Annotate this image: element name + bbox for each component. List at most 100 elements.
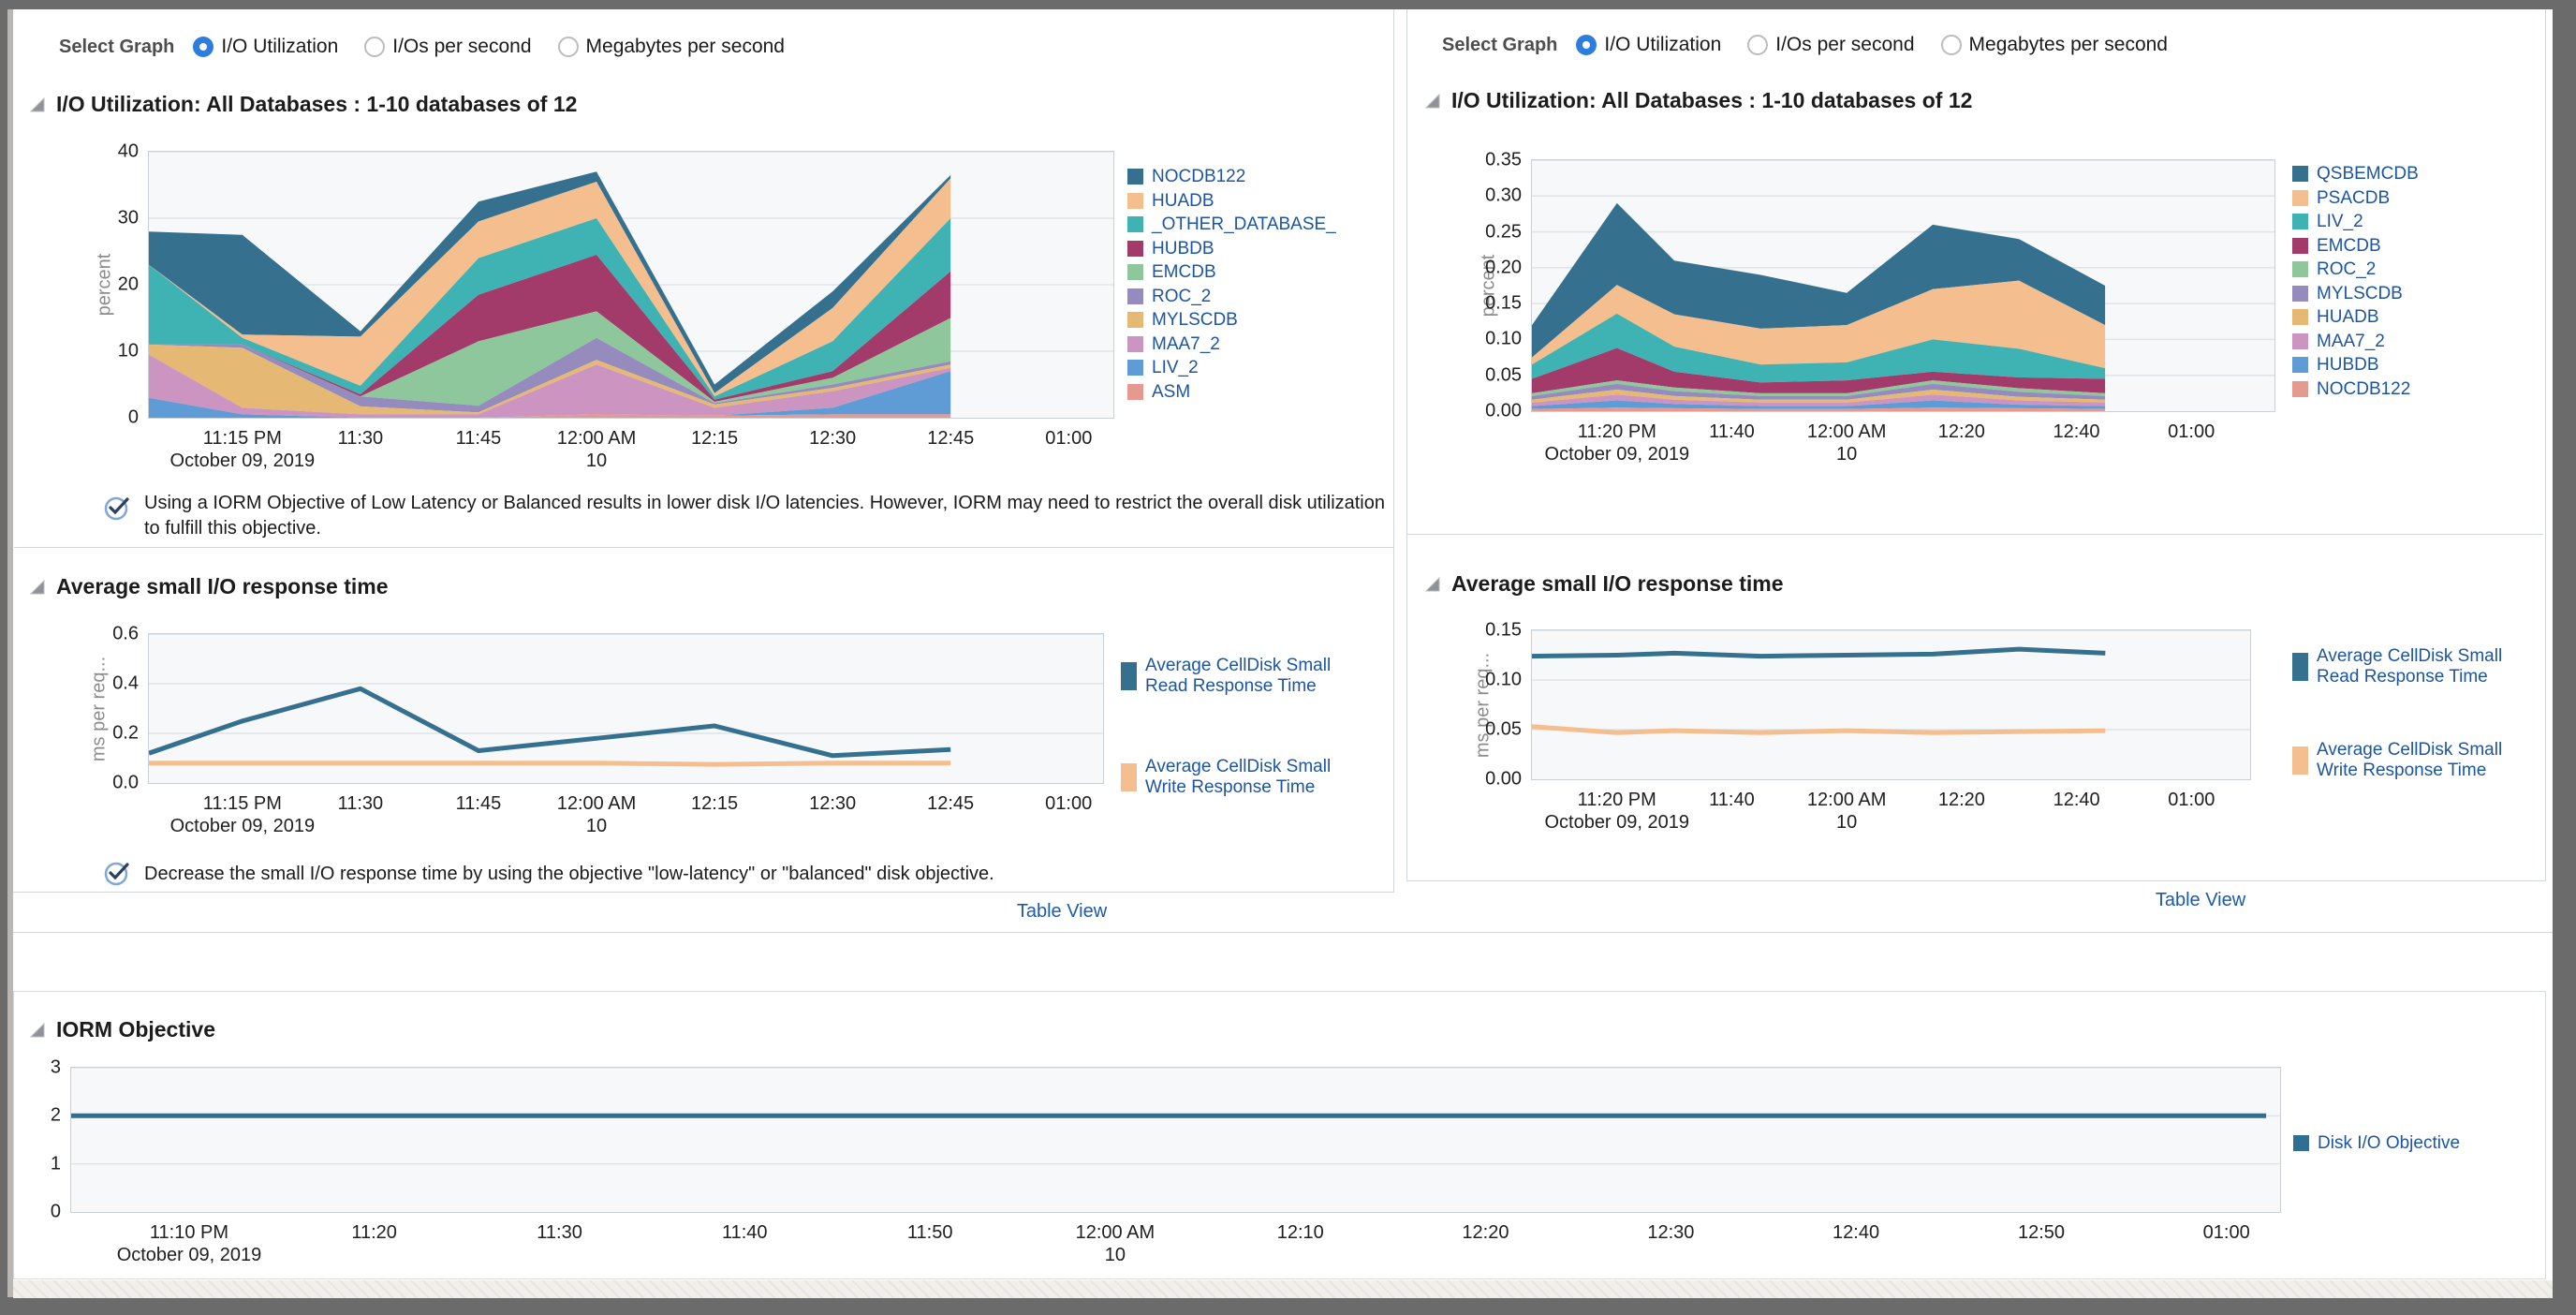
- legend-swatch: [1121, 763, 1137, 791]
- legend-label: MYLSCDB: [2317, 283, 2403, 303]
- left-panel-divider: [14, 547, 1393, 548]
- radio-megabytes-per-second[interactable]: Megabytes per second: [1940, 34, 2168, 56]
- table-view-link-left[interactable]: Table View: [1016, 901, 1108, 922]
- x-tick-label: 12:00 AM: [1806, 790, 1887, 810]
- radio-io-utilization[interactable]: I/O Utilization: [1576, 34, 1721, 56]
- left-chart-panel: [13, 9, 1394, 893]
- legend-item: Average CellDisk Small Write Response Ti…: [2292, 740, 2513, 781]
- x-tick-label: 12:20: [1937, 790, 1985, 810]
- y-tick-label: 0.00: [1485, 768, 1522, 790]
- legend-item: EMCDB: [2292, 234, 2419, 259]
- y-tick-label: 0.30: [1485, 185, 1522, 206]
- legend-item: EMCDB: [1127, 260, 1336, 285]
- legend-swatch: [2292, 214, 2308, 229]
- legend-item: NOCDB122: [2292, 377, 2419, 402]
- collapse-triangle-icon[interactable]: [28, 1021, 47, 1040]
- io-utilization-chart-left: [148, 151, 1114, 419]
- legend-item: MAA7_2: [1127, 332, 1336, 357]
- x-tick-label: 12:40: [1833, 1222, 1880, 1243]
- x-tick-label: 12:10: [1276, 1222, 1324, 1243]
- response-time-chart-right: [1531, 629, 2251, 780]
- y-tick-label: 0.10: [1485, 328, 1522, 349]
- x-tick-label: 12:20: [1462, 1222, 1509, 1243]
- y-tick-label: 0.0: [112, 772, 139, 793]
- x-tick-label: 12:15: [691, 428, 739, 449]
- radio-unselected-icon[interactable]: [364, 37, 386, 57]
- legend-label: ROC_2: [1152, 286, 1212, 306]
- collapse-triangle-icon[interactable]: [28, 578, 47, 597]
- x-tick-label: 12:40: [2053, 421, 2100, 442]
- x-tick-label: 11:10 PM: [149, 1222, 229, 1243]
- radio-selected-icon[interactable]: [193, 37, 214, 57]
- radio-unselected-icon[interactable]: [557, 37, 579, 57]
- chart-legend: Average CellDisk Small Read Response Tim…: [1121, 656, 1342, 798]
- y-tick-label: 0.15: [1485, 292, 1522, 314]
- legend-swatch: [2292, 189, 2308, 206]
- legend-item: MYLSCDB: [2292, 282, 2419, 306]
- y-tick-label: 0.25: [1485, 221, 1522, 243]
- radio-label: I/O Utilization: [221, 36, 339, 57]
- advice-check-icon: [104, 496, 129, 521]
- section-divider: [13, 932, 2553, 933]
- radio-label: I/Os per second: [392, 36, 532, 57]
- legend-item: QSBEMCDB: [2292, 162, 2419, 186]
- radio-selected-icon[interactable]: [1576, 35, 1597, 55]
- radio-ios-per-second[interactable]: I/Os per second: [1747, 34, 1915, 56]
- chart-legend: Disk I/O Objective: [2293, 1131, 2460, 1156]
- x-tick-label: 11:20: [351, 1222, 397, 1243]
- radio-megabytes-per-second[interactable]: Megabytes per second: [557, 36, 785, 58]
- collapse-triangle-icon[interactable]: [1423, 92, 1442, 111]
- radio-unselected-icon[interactable]: [1940, 35, 1962, 55]
- legend-item: HUBDB: [2292, 353, 2419, 377]
- radio-label: Megabytes per second: [1968, 34, 2168, 55]
- advice-check-icon: [104, 862, 129, 886]
- legend-swatch: [2292, 653, 2308, 681]
- collapse-triangle-icon[interactable]: [1423, 575, 1442, 594]
- x-tick-label: 11:40: [1709, 790, 1755, 810]
- left-io-utilization-title: I/O Utilization: All Databases : 1-10 da…: [56, 92, 578, 116]
- collapse-triangle-icon[interactable]: [28, 96, 47, 114]
- legend-swatch: [1127, 383, 1143, 400]
- x-tick-label: 12:30: [1647, 1222, 1695, 1243]
- select-graph-label: Select Graph: [59, 36, 175, 57]
- y-tick-label: 0.05: [1485, 364, 1522, 386]
- y-tick-label: 0.05: [1485, 718, 1522, 740]
- legend-swatch: [1127, 264, 1143, 280]
- legend-label: Average CellDisk Small Read Response Tim…: [1145, 656, 1332, 696]
- right-response-time-title: Average small I/O response time: [1451, 571, 1784, 596]
- radio-label: Megabytes per second: [585, 36, 785, 57]
- table-view-link-right[interactable]: Table View: [2155, 890, 2246, 910]
- select-graph-radiogroup-left: Select Graph I/O Utilization I/Os per se…: [59, 36, 802, 58]
- x-tick-label: 12:40: [2053, 790, 2100, 810]
- legend-label: NOCDB122: [2317, 378, 2411, 399]
- legend-label: Disk I/O Objective: [2318, 1133, 2461, 1153]
- x-tick-label: 12:50: [2017, 1222, 2066, 1243]
- iorm-objective-chart: [70, 1067, 2281, 1213]
- legend-swatch: [1127, 288, 1143, 304]
- legend-swatch: [1127, 360, 1143, 376]
- x-tick-label: 12:30: [809, 428, 857, 449]
- y-tick-label: 0.6: [112, 623, 139, 644]
- x-tick-label: 01:00: [2168, 421, 2215, 442]
- legend-label: NOCDB122: [1152, 167, 1246, 186]
- legend-label: HUBDB: [1152, 238, 1214, 259]
- legend-swatch: [2292, 237, 2308, 254]
- right-io-utilization-title: I/O Utilization: All Databases : 1-10 da…: [1451, 88, 1973, 112]
- y-tick-label: 0.35: [1485, 149, 1522, 170]
- legend-swatch: [2292, 746, 2308, 775]
- legend-label: ASM: [1152, 381, 1191, 402]
- x-tick-label: 12:20: [1937, 421, 1985, 442]
- radio-ios-per-second[interactable]: I/Os per second: [364, 36, 532, 58]
- x-tick-label: 11:40: [1709, 421, 1755, 442]
- x-tick-label: 12:30: [809, 793, 857, 814]
- x-tick-label: 11:50: [906, 1222, 953, 1243]
- radio-unselected-icon[interactable]: [1747, 35, 1769, 55]
- radio-io-utilization[interactable]: I/O Utilization: [193, 36, 338, 58]
- x-axis-day-label: 10: [585, 451, 608, 471]
- x-tick-label: 11:20 PM: [1577, 421, 1656, 442]
- x-tick-label: 11:20 PM: [1577, 790, 1656, 810]
- legend-item: ROC_2: [2292, 258, 2419, 282]
- x-tick-label: 11:45: [455, 793, 502, 814]
- legend-swatch: [2292, 380, 2308, 397]
- legend-label: Average CellDisk Small Write Response Ti…: [1145, 757, 1332, 797]
